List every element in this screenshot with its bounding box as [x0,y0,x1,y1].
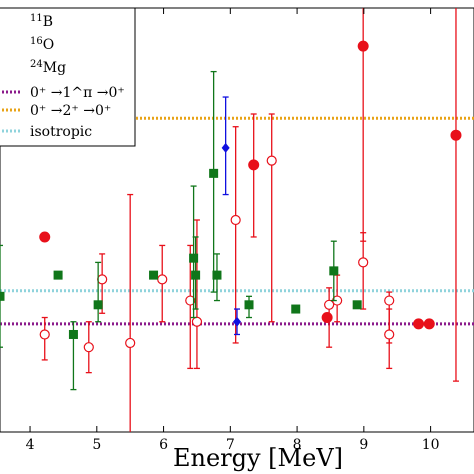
legend-mass-o16: 16 [30,36,43,47]
series-2-point-9 [244,300,254,310]
series-2-point-4 [149,270,159,280]
legend-label-mg24: 24Mg [30,59,66,76]
plot-frame [0,7,474,433]
series-1-point-2 [97,274,108,285]
series-0-point-3 [357,40,369,52]
series-0-point-5 [423,318,435,330]
series-2-point-6 [191,270,201,280]
series-2-point-7 [209,168,219,178]
legend-label-dipole: 0⁺ →1^π →0⁺ [30,85,125,101]
legend-base-o16: O [43,37,54,53]
series-1-point-4 [157,274,168,285]
data-points [0,8,462,432]
series-1-point-5 [185,295,196,306]
series-0-point-4 [413,318,425,330]
series-1-point-11 [358,257,369,268]
x-tick-label-9: 9 [359,437,368,453]
legend-base-b11: B [43,14,53,30]
series-0-point-6 [450,129,462,141]
x-tick-label-7: 7 [226,437,235,453]
series-2-point-8 [212,270,222,280]
series-1-point-7 [230,214,241,226]
series-2-point-10 [291,304,301,314]
series-1-point-12 [384,295,395,306]
legend-base-mg24: Mg [43,60,66,76]
legend-mass-mg24: 24 [30,59,43,70]
x-axis-label: Energy [MeV] [173,444,343,472]
series-2-point-12 [352,300,362,310]
series-1-point-0 [39,329,50,340]
x-tick-label-4: 4 [26,437,35,453]
series-2-point-5 [189,253,199,263]
legend-label-isotropic: isotropic [30,124,92,140]
series-3-point-1 [233,316,241,327]
series-2-point-1 [53,270,63,280]
x-tick-label-8: 8 [293,437,302,453]
series-2-point-2 [68,329,78,339]
legend: 11B 16O 24Mg 0⁺ →1^π →0⁺ 0⁺ →2⁺ →0⁺ isot… [0,7,136,147]
legend-label-b11: 11B [30,13,53,30]
series-1-point-8 [266,155,277,166]
series-2-point-3 [93,300,103,310]
series-1-point-1 [83,342,94,353]
series-1-point-6 [191,316,203,327]
series-0-point-1 [248,159,260,171]
legend-label-o16: 16O [30,36,54,53]
legend-box [0,7,136,147]
series-2-point-0 [0,291,5,301]
series-1-point-13 [384,329,395,340]
series-0-point-2 [321,312,333,324]
x-tick-label-5: 5 [92,437,101,453]
legend-mass-b11: 11 [30,13,43,24]
x-tick-label-10: 10 [422,437,440,453]
x-tick-label-6: 6 [159,437,168,453]
series-1-point-9 [324,299,335,310]
legend-label-quadrupole: 0⁺ →2⁺ →0⁺ [30,103,111,119]
series-3-point-0 [221,142,230,153]
x-axis-ticks: 4 5 6 7 8 9 10 [26,8,440,453]
series-0-point-0 [39,231,51,243]
series-1-point-3 [125,337,136,349]
series-2-point-11 [329,266,339,276]
